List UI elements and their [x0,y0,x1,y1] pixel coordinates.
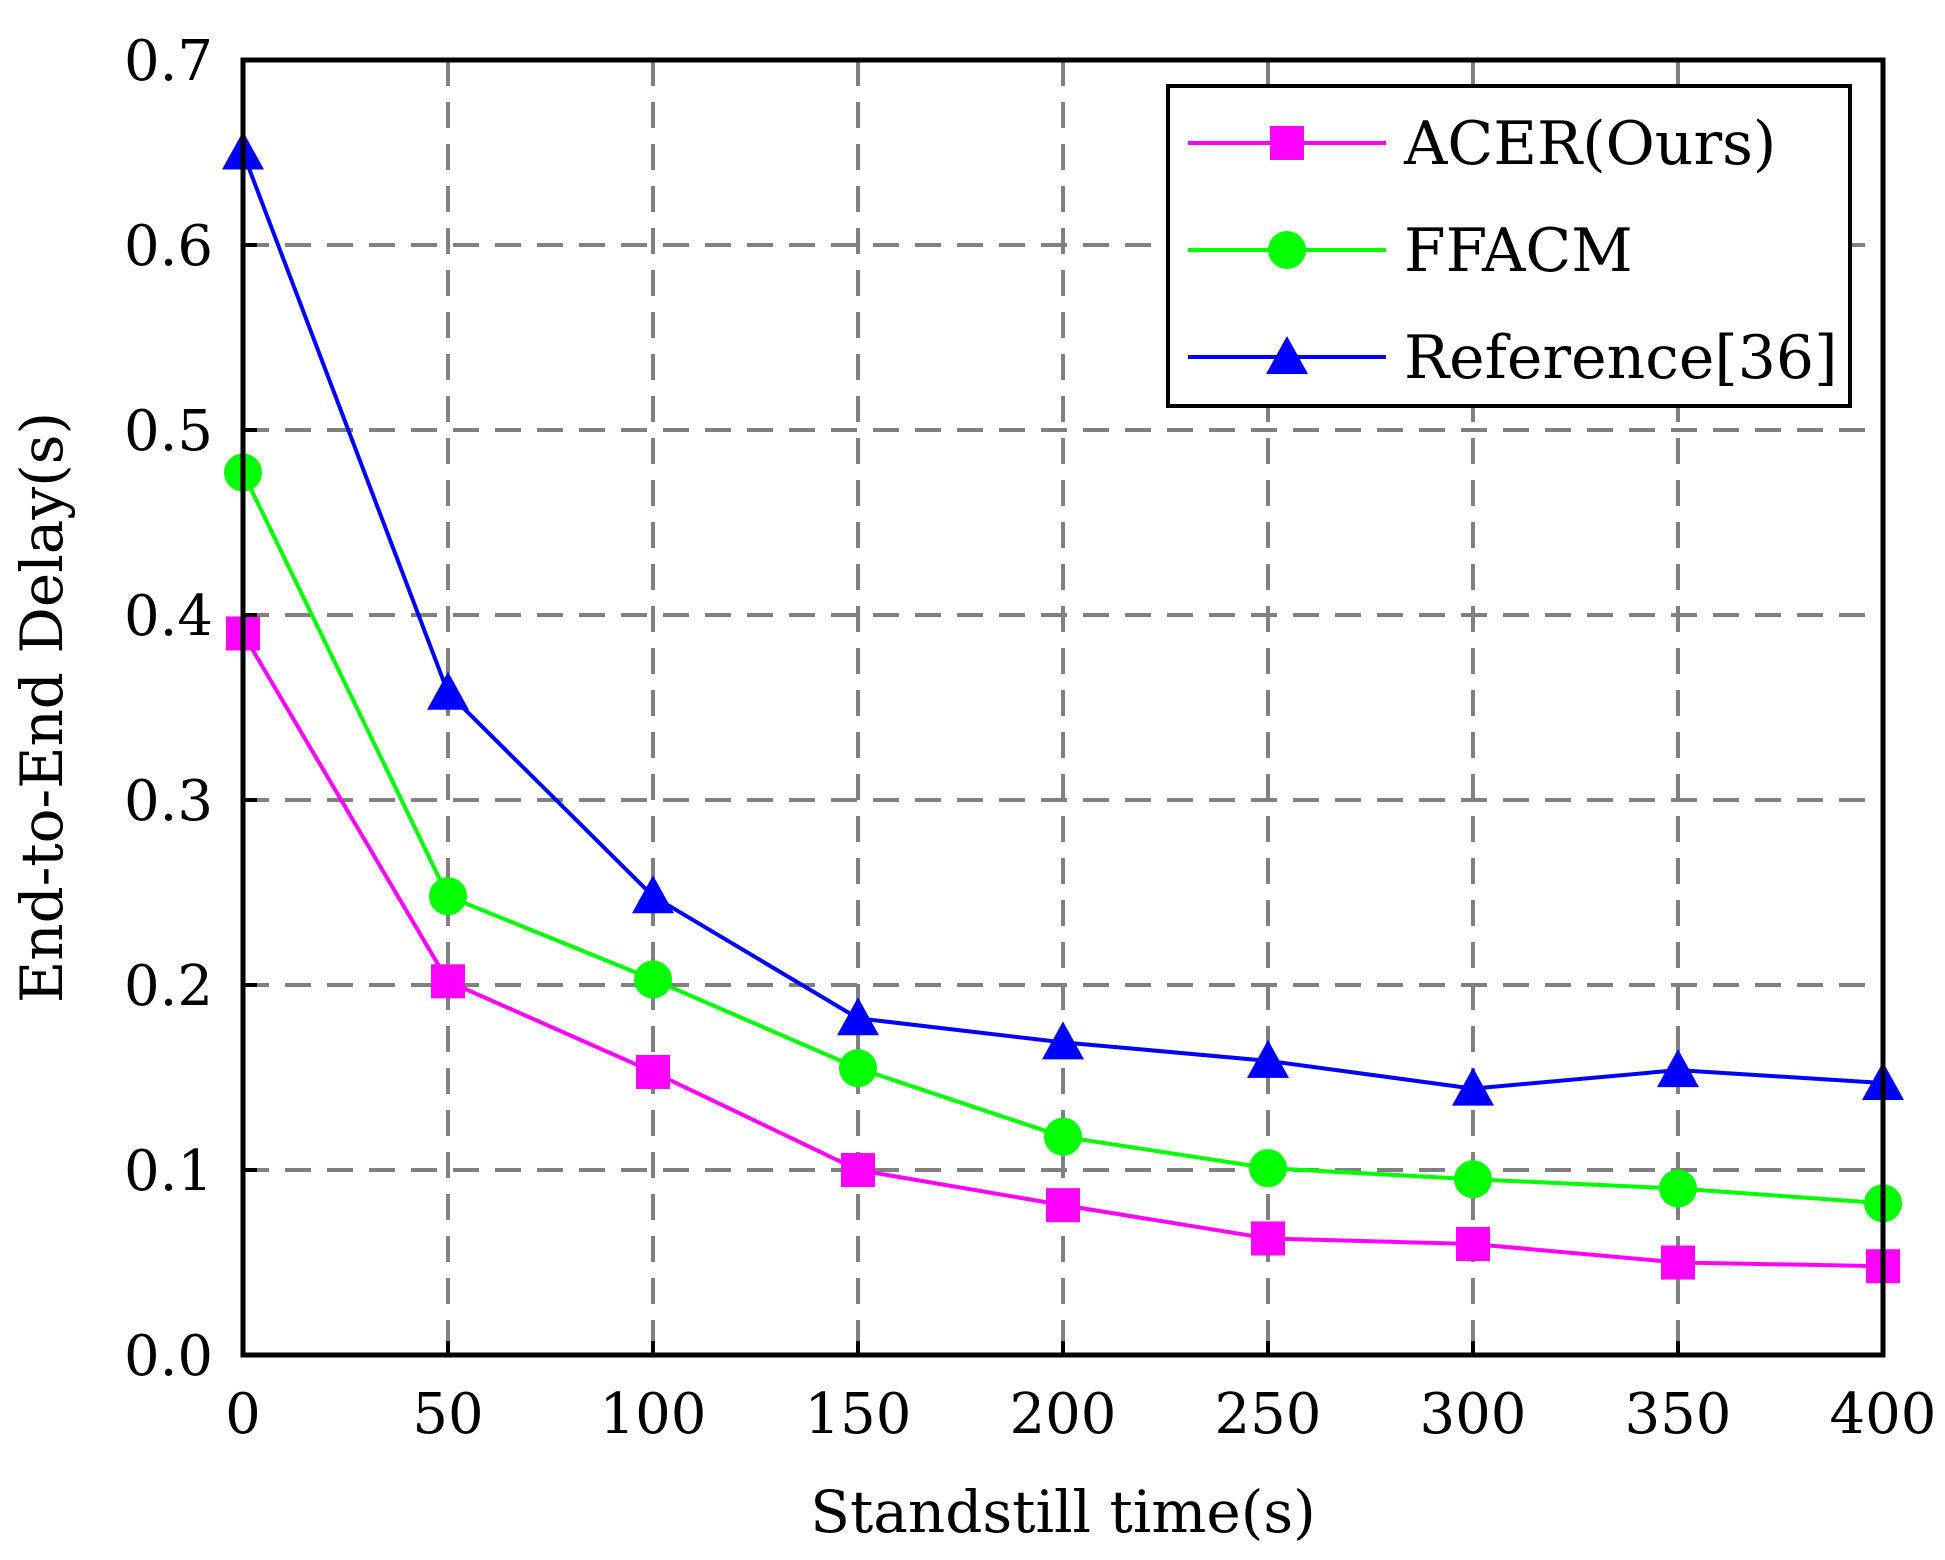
data-point-reference-36-200 [1042,1021,1084,1060]
x-tick-label-350: 350 [1625,1382,1732,1447]
data-point-acer-ours-150 [841,1153,875,1187]
series-layer [222,131,1904,1284]
x-tick-label-0: 0 [225,1382,261,1447]
data-point-ffacm-250 [1249,1149,1287,1188]
x-tick-label-250: 250 [1215,1382,1322,1447]
legend-symbol-ffacm [1268,231,1306,269]
y-tick-label-0-2: 0.2 [124,954,213,1019]
data-point-ffacm-350 [1659,1169,1697,1208]
x-axis-title: Standstill time(s) [810,1478,1315,1546]
x-tick-label-200: 200 [1010,1382,1117,1447]
x-tick-label-150: 150 [805,1382,912,1447]
y-tick-label-0-4: 0.4 [124,584,213,649]
y-tick-label-0-0: 0.0 [124,1324,213,1389]
data-point-ffacm-200 [1044,1117,1082,1156]
grid-lines [243,60,1883,1355]
legend-marker-reference [1266,336,1308,374]
legend-symbol-acer-ours [1270,126,1304,160]
data-point-reference-36-50 [427,671,469,710]
legend-entry-reference: Reference[36] [1188,323,1838,393]
data-point-ffacm-150 [839,1049,877,1088]
y-axis-title: End-to-End Delay(s) [8,412,76,1003]
legend-marker-ffacm [1268,231,1306,269]
x-tick-label-300: 300 [1420,1382,1527,1447]
data-point-ffacm-50 [429,877,467,916]
legend-label-reference: Reference[36] [1404,323,1838,393]
data-point-ffacm-300 [1454,1160,1492,1199]
data-point-acer-ours-200 [1046,1188,1080,1223]
legend-label-ffacm: FFACM [1404,216,1633,286]
tick-labels: 0 50 100 150 200 250 300 350 400 0.0 0.1 0.2 0.3 0.4 0… [124,29,1937,1447]
legend-marker-acer [1270,126,1304,160]
y-tick-label-0-7: 0.7 [124,29,213,94]
series-ffacm [224,453,1902,1223]
data-point-acer-ours-100 [636,1054,670,1089]
x-tick-label-400: 400 [1830,1382,1937,1447]
legend-entry-ffacm: FFACM [1188,216,1633,286]
data-point-reference-36-300 [1452,1067,1494,1106]
y-tick-label-0-1: 0.1 [124,1139,213,1204]
x-tick-label-100: 100 [600,1382,707,1447]
data-point-acer-ours-300 [1456,1227,1490,1261]
data-point-reference-36-350 [1657,1049,1699,1088]
y-tick-label-0-6: 0.6 [124,214,213,279]
x-tick-label-50: 50 [412,1382,483,1447]
data-point-reference-36-100 [632,875,674,914]
legend-label-acer: ACER(Ours) [1403,109,1776,179]
data-point-reference-36-150 [837,997,879,1036]
y-tick-label-0-5: 0.5 [124,399,213,464]
data-point-acer-ours-350 [1661,1245,1695,1280]
data-point-acer-ours-250 [1251,1221,1285,1256]
legend-symbol-reference-36 [1266,336,1308,374]
y-tick-label-0-3: 0.3 [124,769,213,834]
legend: ACER(Ours) FFACM Reference[36] [1166,84,1852,408]
data-point-reference-36-250 [1247,1039,1289,1078]
series-reference-36 [222,131,1904,1106]
legend-entry-acer: ACER(Ours) [1188,109,1776,179]
data-point-ffacm-100 [634,960,672,999]
tick-marks [241,58,1885,1357]
data-point-acer-ours-50 [431,964,465,999]
